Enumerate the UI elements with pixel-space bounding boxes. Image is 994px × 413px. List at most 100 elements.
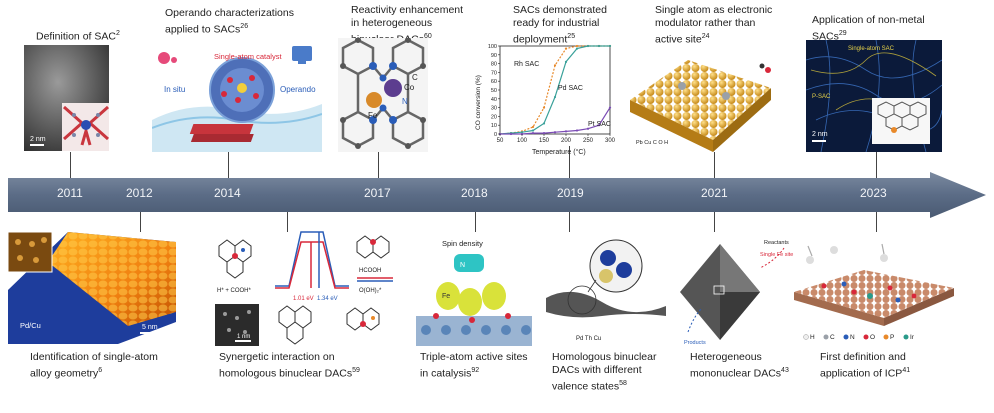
synergetic-ooh-label: O(OH)₂*: [359, 288, 382, 294]
connector-2023: [876, 152, 877, 178]
caption-reactivity: Reactivity enhancement in heterogeneous …: [351, 4, 464, 46]
chart-data-point: [575, 129, 579, 132]
icp-legend-p: P: [890, 334, 894, 341]
caption-triple-atom: Triple-atom active sites in catalysis92: [420, 351, 528, 380]
icp-legend-o: O: [870, 334, 875, 341]
chart-data-point: [531, 132, 535, 135]
caption-sac-definition: Definition of SAC2: [36, 30, 120, 43]
chart-data-point: [597, 124, 601, 127]
valence-legend: Pd Th Cu: [576, 336, 601, 342]
chart-data-point: [575, 44, 579, 48]
chart-data-point: [553, 64, 557, 67]
chart-data-point: [531, 129, 535, 132]
triple-atom-title: Spin density: [442, 239, 483, 248]
caption-alloy: Identification of single-atom alloy geom…: [30, 351, 158, 380]
chart-x-tick-label: 200: [561, 138, 572, 144]
chart-x-tick-label: 50: [497, 138, 504, 144]
chart-data-point: [608, 44, 612, 48]
connector-2012: [140, 212, 141, 232]
operando-label: Operando: [280, 85, 316, 94]
non-metal-label-a: Single-atom SAC: [848, 46, 895, 52]
chart-y-tick-label: 100: [488, 44, 497, 50]
mononuclear-reactants-label: Reactants: [764, 240, 789, 246]
chart-x-tick-label: 100: [517, 138, 528, 144]
chart-data-point: [564, 130, 568, 133]
chart-ticks-group: 50 100 150 200 250 300 0 10 20 30 40 50 60 70 80 90 100: [488, 44, 616, 144]
chart-pt-label: Pt SAC: [588, 121, 611, 128]
chart-x-tick-label: 150: [539, 138, 550, 144]
year-2012: 2012: [126, 186, 153, 200]
mononuclear-dac-image: Reactants Single Fe site Products: [680, 240, 793, 346]
chart-series-group: [498, 44, 612, 136]
triple-atom-fe-label: Fe: [442, 293, 450, 300]
year-2021: 2021: [701, 186, 728, 200]
chart-y-tick-label: 40: [491, 97, 497, 103]
icp-image: H C N O P Ir: [794, 243, 954, 341]
chart-data-point: [564, 47, 568, 50]
chart-x-tick-label: 250: [583, 138, 594, 144]
chart-data-point: [564, 60, 568, 63]
caption-synergetic: Synergetic interaction on homologous bin…: [219, 351, 360, 380]
chart-x-tick-label: 300: [605, 138, 616, 144]
chart-data-point: [520, 131, 524, 134]
caption-operando: Operando characterizations applied to SA…: [165, 7, 294, 36]
synergetic-left-label: H* + COOH*: [217, 288, 252, 294]
chart-data-point: [542, 122, 546, 125]
chart-rh-label: Rh SAC: [514, 61, 539, 68]
chart-y-tick-label: 30: [491, 106, 497, 112]
non-metal-sac-image: 2 nm Single-atom SAC P-SAC: [806, 40, 942, 152]
mononuclear-single-label: Single Fe site: [760, 252, 793, 258]
chart-y-tick-label: 50: [491, 88, 497, 94]
operando-illustration: Single-atom catalyst In situ Operando: [152, 46, 322, 152]
connector-2019: [569, 146, 570, 178]
chart-data-point: [608, 106, 612, 109]
year-2017: 2017: [364, 186, 391, 200]
connector-2014: [228, 152, 229, 178]
connector-2021b: [714, 212, 715, 232]
modulator-legend: Pb Cu C O H: [636, 140, 668, 146]
sac-scale-label: 2 nm: [30, 136, 46, 143]
chart-data-point: [509, 132, 513, 136]
year-2023: 2023: [860, 186, 887, 200]
connector-2021: [714, 152, 715, 178]
chart-y-tick-label: 80: [491, 62, 497, 68]
chart-data-point: [553, 131, 557, 134]
single-atom-alloy-image: Pd/Cu 5 nm: [8, 232, 176, 344]
triple-atom-image: Spin density N Fe: [416, 239, 532, 346]
mononuclear-products-label: Products: [684, 340, 706, 346]
chart-y-axis-label: CO conversion (%): [475, 75, 482, 130]
alloy-label: Pd/Cu: [20, 321, 41, 330]
dac-fe-label: Fe: [368, 111, 378, 120]
caption-non-metal: Application of non-metal SACs29: [812, 14, 925, 43]
icp-legend-ir: Ir: [910, 334, 915, 341]
synergetic-scale-label: 1 nm: [237, 334, 250, 340]
icp-legend-c: C: [830, 334, 835, 341]
icp-legend-n: N: [850, 334, 855, 341]
caption-icp: First definition and application of ICP4…: [820, 351, 911, 380]
alloy-scale-label: 5 nm: [142, 324, 158, 331]
synergetic-energy-1: 1.01 eV: [293, 296, 314, 302]
connector-2014b: [287, 212, 288, 232]
dac-n-label: N: [402, 97, 408, 106]
non-metal-scale-label: 2 nm: [812, 131, 828, 138]
chart-y-tick-label: 10: [491, 123, 497, 129]
connector-2023b: [876, 212, 877, 232]
synergetic-hcooh-label: HCOOH: [359, 268, 381, 274]
valence-states-image: Pd Th Cu: [546, 239, 666, 342]
caption-valence: Homologous binuclear DACs with different…: [552, 351, 657, 393]
triple-atom-n-label: N: [460, 262, 465, 269]
synergetic-interaction-image: H* + COOH* 1.01 eV 1.34 eV HCOOH O(OH)₂*…: [215, 231, 393, 346]
year-2019: 2019: [557, 186, 584, 200]
chart-y-tick-label: 0: [494, 132, 497, 138]
chart-pd-label: Pd SAC: [558, 85, 583, 92]
dac-lattice-image: Co Fe C N: [338, 38, 428, 152]
icp-legend-h: H: [810, 334, 815, 341]
chart-y-tick-label: 20: [491, 114, 497, 120]
caption-modulator: Single atom as electronic modulator rath…: [655, 4, 773, 46]
dac-c-label: C: [412, 73, 418, 82]
timeline-arrow: [8, 172, 986, 218]
connector-2019b: [569, 212, 570, 232]
connector-2017: [378, 152, 379, 178]
in-situ-label: In situ: [164, 85, 185, 94]
connector-2011: [70, 152, 71, 178]
